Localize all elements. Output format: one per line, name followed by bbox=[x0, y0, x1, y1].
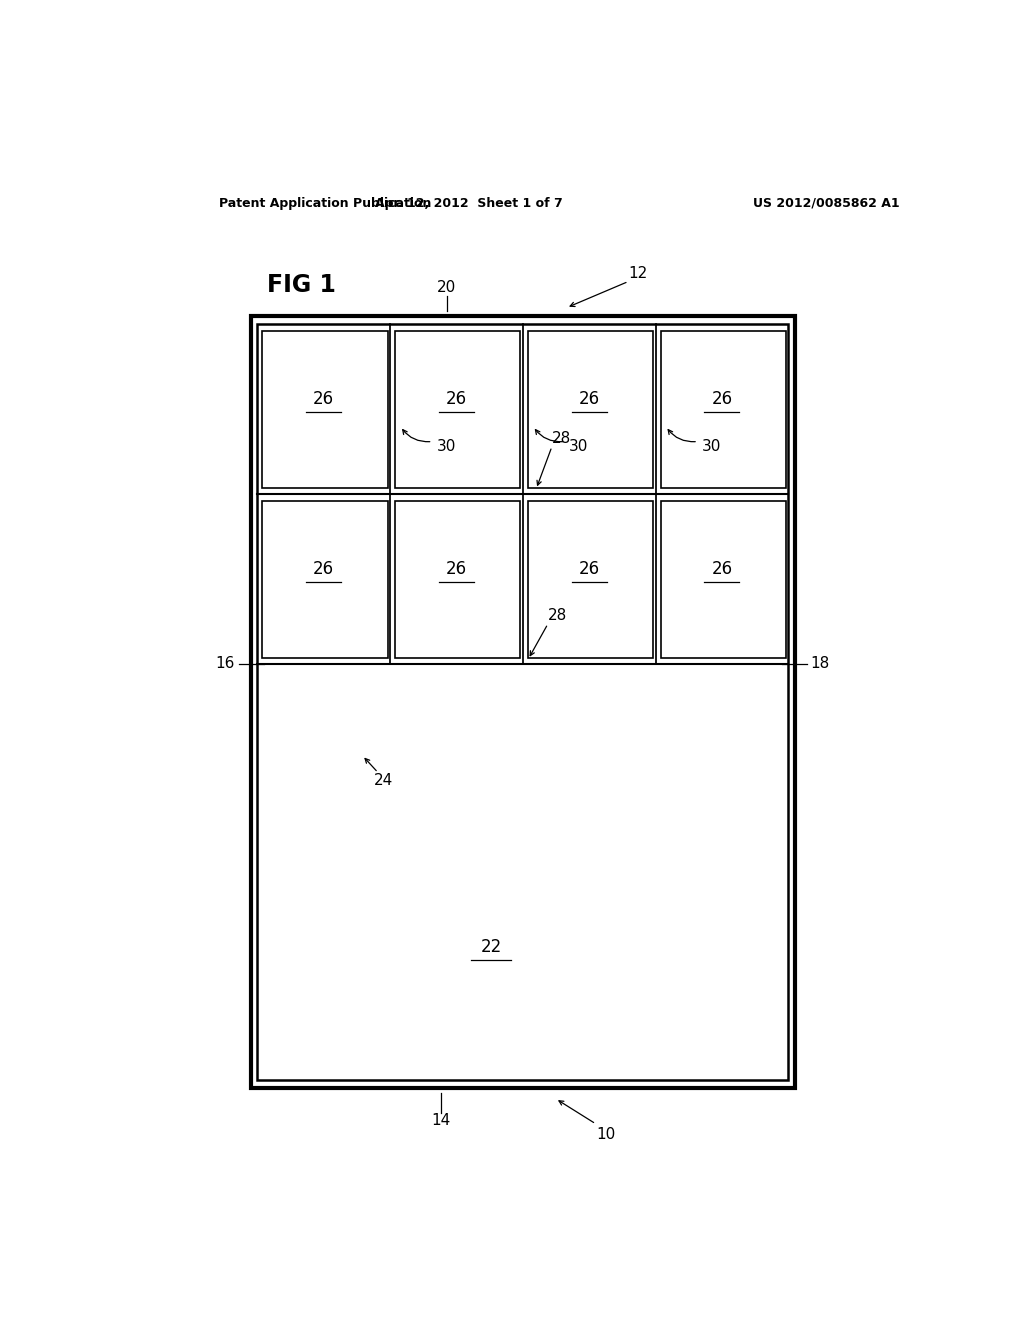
Text: 26: 26 bbox=[445, 389, 467, 408]
Text: 26: 26 bbox=[579, 389, 600, 408]
Text: 30: 30 bbox=[569, 440, 589, 454]
Bar bbox=[528, 500, 653, 657]
Text: Patent Application Publication: Patent Application Publication bbox=[219, 197, 432, 210]
Bar bbox=[660, 330, 785, 487]
Bar bbox=[395, 330, 520, 487]
Bar bbox=[257, 325, 788, 1080]
Text: 30: 30 bbox=[702, 440, 721, 454]
Text: 22: 22 bbox=[480, 939, 502, 956]
Text: 26: 26 bbox=[313, 389, 334, 408]
Text: 18: 18 bbox=[811, 656, 829, 671]
Text: FIG 1: FIG 1 bbox=[267, 273, 336, 297]
Text: 26: 26 bbox=[445, 560, 467, 578]
Text: 28: 28 bbox=[552, 430, 571, 446]
Text: 24: 24 bbox=[374, 774, 393, 788]
Bar bbox=[660, 500, 785, 657]
Bar bbox=[262, 500, 387, 657]
Bar bbox=[262, 330, 387, 487]
Text: 16: 16 bbox=[216, 656, 236, 671]
Text: 12: 12 bbox=[629, 265, 648, 281]
Text: Apr. 12, 2012  Sheet 1 of 7: Apr. 12, 2012 Sheet 1 of 7 bbox=[376, 197, 563, 210]
Text: 26: 26 bbox=[313, 560, 334, 578]
Text: 28: 28 bbox=[548, 609, 567, 623]
Text: 30: 30 bbox=[436, 440, 456, 454]
Text: 14: 14 bbox=[432, 1114, 451, 1129]
Bar bbox=[395, 500, 520, 657]
Text: 20: 20 bbox=[437, 280, 457, 294]
Bar bbox=[528, 330, 653, 487]
Text: US 2012/0085862 A1: US 2012/0085862 A1 bbox=[753, 197, 900, 210]
Bar bbox=[251, 315, 795, 1089]
Text: 10: 10 bbox=[596, 1127, 615, 1142]
Text: 26: 26 bbox=[712, 389, 732, 408]
Text: 26: 26 bbox=[579, 560, 600, 578]
Text: 26: 26 bbox=[712, 560, 732, 578]
